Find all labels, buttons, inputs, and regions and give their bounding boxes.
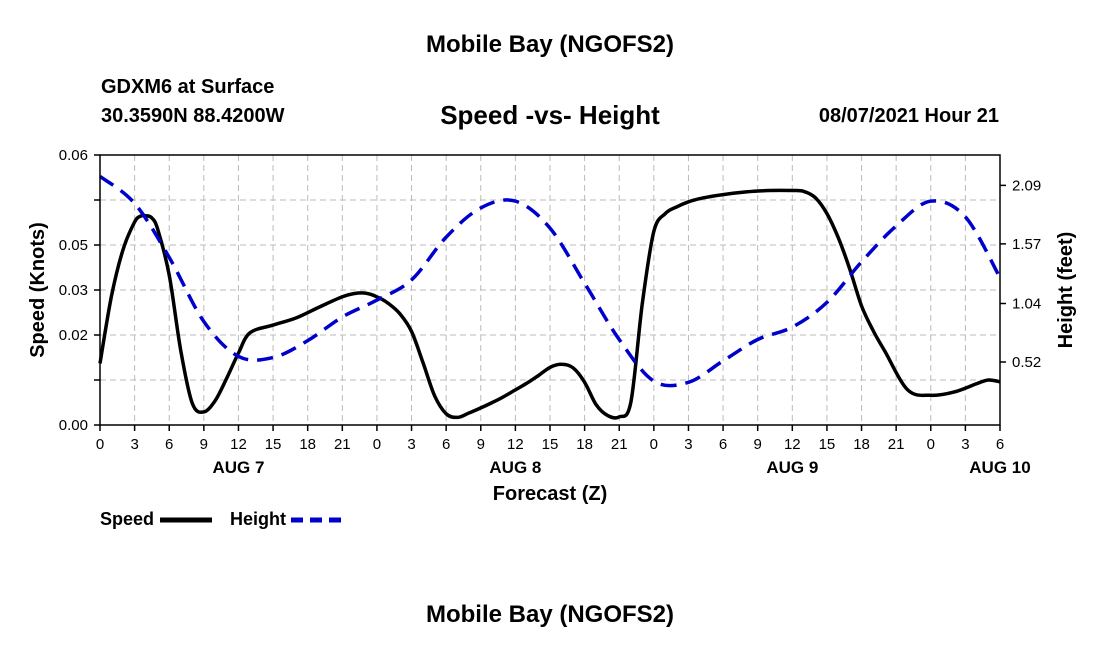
x-tick-label: 0 bbox=[650, 436, 658, 453]
grid-lines bbox=[99, 154, 1001, 426]
y-tick-label: 0.02 bbox=[59, 327, 88, 344]
x-tick-label: 12 bbox=[230, 436, 247, 453]
x-tick-label: 3 bbox=[684, 436, 692, 453]
legend-speed-label: Speed bbox=[100, 509, 154, 529]
axis-ticks bbox=[94, 154, 1006, 431]
x-tick-label: 15 bbox=[819, 436, 836, 453]
y-axis-label-left: Speed (Knots) bbox=[27, 222, 49, 358]
y2-tick-label: 1.57 bbox=[1012, 236, 1041, 253]
x-day-label: AUG 9 bbox=[766, 458, 818, 477]
x-tick-label: 9 bbox=[200, 436, 208, 453]
chart-bottom-title: Mobile Bay (NGOFS2) bbox=[425, 601, 675, 628]
forecast-datetime: 08/07/2021 Hour 21 bbox=[818, 105, 999, 127]
x-tick-label: 9 bbox=[477, 436, 485, 453]
x-tick-label: 15 bbox=[265, 436, 282, 453]
series-height-line bbox=[98, 174, 1002, 388]
y2-tick-label: 1.04 bbox=[1012, 296, 1041, 313]
y-axis-label-right: Height (feet) bbox=[1055, 232, 1077, 349]
x-axis-label: Forecast (Z) bbox=[493, 483, 607, 505]
x-day-label: AUG 8 bbox=[489, 458, 541, 477]
x-tick-label: 3 bbox=[130, 436, 138, 453]
series-speed-line bbox=[98, 188, 1001, 420]
series-lines bbox=[98, 174, 1002, 420]
y-tick-label: 0.05 bbox=[59, 237, 88, 254]
x-tick-label: 21 bbox=[334, 436, 351, 453]
x-tick-label: 3 bbox=[407, 436, 415, 453]
x-tick-label: 12 bbox=[507, 436, 524, 453]
legend-height-label: Height bbox=[230, 509, 286, 529]
x-tick-label: 0 bbox=[373, 436, 381, 453]
y2-tick-label: 2.09 bbox=[1012, 177, 1041, 194]
x-tick-label: 15 bbox=[542, 436, 559, 453]
axis-labels: 0 3 6 9 12 15 18 21 0 3 6 9 12 15 18 21 0 3 6 9 12 15 18 21 0 3 6 A… bbox=[59, 147, 1041, 477]
x-tick-label: 6 bbox=[719, 436, 727, 453]
station-coordinates: 30.3590N 88.4200W bbox=[101, 105, 285, 127]
y2-tick-label: 0.52 bbox=[1012, 354, 1041, 371]
x-tick-label: 12 bbox=[784, 436, 801, 453]
x-tick-label: 18 bbox=[576, 436, 593, 453]
chart-top-title: Mobile Bay (NGOFS2) bbox=[425, 31, 675, 58]
x-day-label: AUG 7 bbox=[212, 458, 264, 477]
y-tick-label: 0.06 bbox=[59, 147, 88, 164]
x-tick-label: 9 bbox=[754, 436, 762, 453]
x-tick-label: 0 bbox=[96, 436, 104, 453]
x-tick-label: 3 bbox=[961, 436, 969, 453]
y-tick-label: 0.03 bbox=[59, 282, 88, 299]
x-tick-label: 0 bbox=[927, 436, 935, 453]
station-label: GDXM6 at Surface bbox=[101, 76, 275, 98]
x-tick-label: 6 bbox=[996, 436, 1004, 453]
x-tick-label: 6 bbox=[165, 436, 173, 453]
legend: Speed Height bbox=[100, 509, 343, 529]
x-tick-label: 6 bbox=[442, 436, 450, 453]
x-day-label: AUG 10 bbox=[969, 458, 1030, 477]
x-tick-label: 21 bbox=[611, 436, 628, 453]
y-tick-label: 0.00 bbox=[59, 417, 88, 434]
x-tick-label: 18 bbox=[299, 436, 316, 453]
x-tick-label: 21 bbox=[888, 436, 905, 453]
x-tick-label: 18 bbox=[853, 436, 870, 453]
chart-title: Speed -vs- Height bbox=[440, 100, 660, 130]
